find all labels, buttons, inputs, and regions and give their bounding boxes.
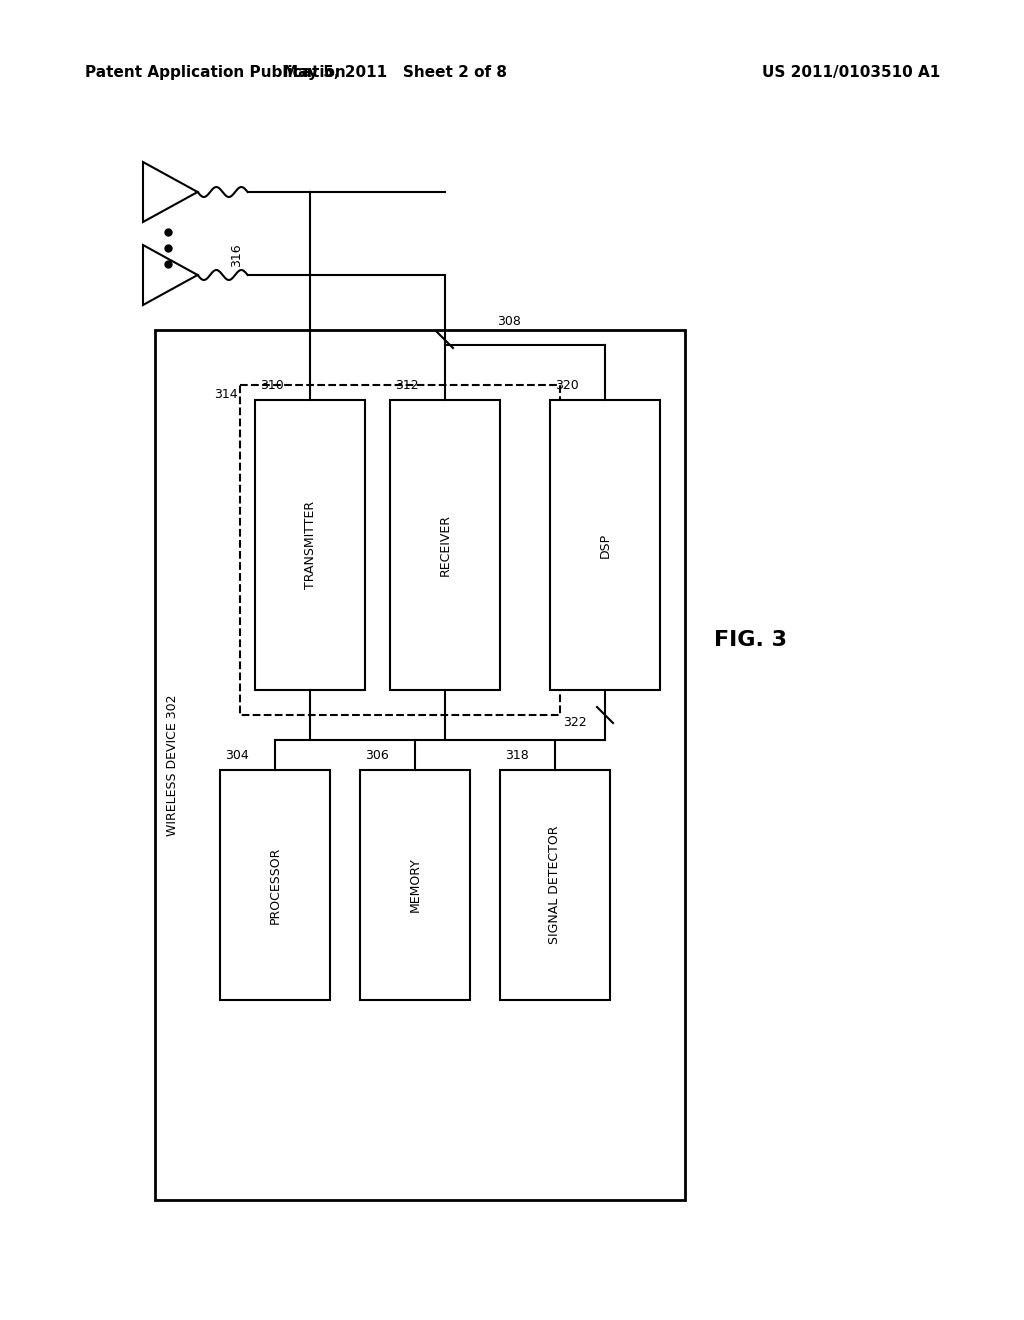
Bar (240, 385, 560, 715)
Text: RECEIVER: RECEIVER (438, 513, 452, 576)
Text: FIG. 3: FIG. 3 (714, 630, 786, 649)
Text: WIRELESS DEVICE 302: WIRELESS DEVICE 302 (167, 694, 179, 836)
Text: PROCESSOR: PROCESSOR (268, 846, 282, 924)
Bar (500, 770, 610, 1001)
Text: 304: 304 (225, 748, 249, 762)
Bar (550, 400, 660, 690)
Text: US 2011/0103510 A1: US 2011/0103510 A1 (762, 65, 940, 79)
Text: 312: 312 (395, 379, 419, 392)
Text: 316: 316 (230, 243, 243, 267)
Text: May 5, 2011   Sheet 2 of 8: May 5, 2011 Sheet 2 of 8 (283, 65, 507, 79)
Text: 314: 314 (214, 388, 238, 401)
Text: 322: 322 (563, 715, 587, 729)
Bar (255, 400, 365, 690)
Text: 306: 306 (365, 748, 389, 762)
Text: DSP: DSP (598, 532, 611, 557)
Bar (220, 770, 330, 1001)
Text: Patent Application Publication: Patent Application Publication (85, 65, 346, 79)
Text: 320: 320 (555, 379, 579, 392)
Bar (360, 770, 470, 1001)
Text: TRANSMITTER: TRANSMITTER (303, 500, 316, 589)
Text: SIGNAL DETECTOR: SIGNAL DETECTOR (549, 826, 561, 944)
Text: MEMORY: MEMORY (409, 858, 422, 912)
Text: 310: 310 (260, 379, 284, 392)
Bar (390, 400, 500, 690)
Bar (155, 330, 685, 1200)
Text: 318: 318 (505, 748, 528, 762)
Text: 308: 308 (497, 315, 521, 327)
